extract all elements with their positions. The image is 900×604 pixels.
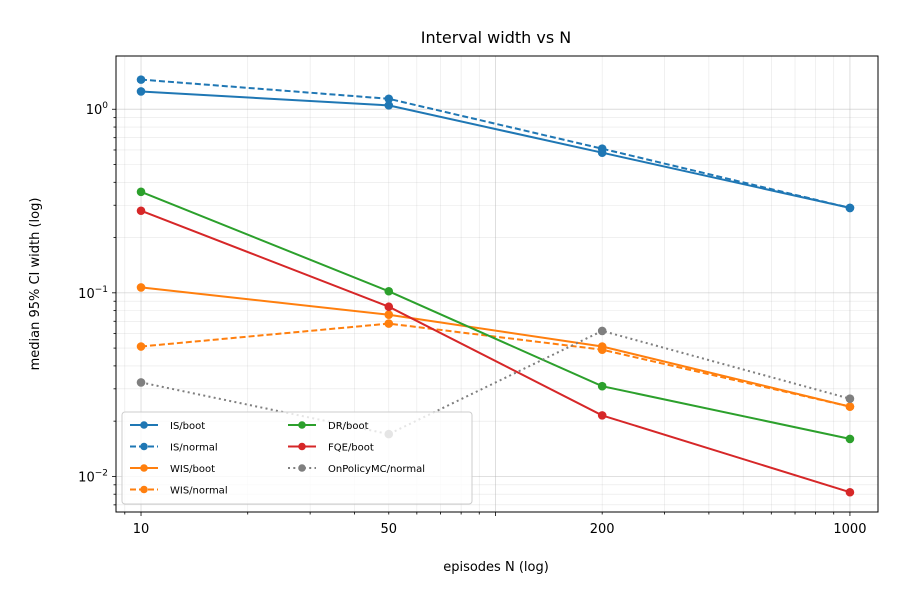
legend-entry: OnPolicyMC/normal — [288, 464, 425, 475]
legend-marker — [298, 421, 306, 429]
data-point — [136, 283, 146, 292]
data-point — [597, 144, 607, 153]
legend-entry: DR/boot — [288, 421, 369, 432]
series-line — [140, 190, 851, 440]
data-point — [136, 342, 146, 351]
legend-label: DR/boot — [328, 421, 369, 432]
legend-label: WIS/boot — [170, 464, 215, 475]
grid — [116, 56, 878, 512]
legend-marker — [140, 442, 148, 451]
series-line — [140, 329, 851, 436]
y-tick-label: 100 — [86, 101, 109, 118]
x-axis-label: episodes N (log) — [443, 560, 549, 575]
series-line — [140, 286, 851, 408]
data-point — [845, 434, 855, 444]
legend-box — [121, 411, 473, 505]
data-point — [136, 75, 146, 84]
legend: IS/boot IS/normal WIS/boot WIS/normal DR/boo… — [121, 411, 473, 505]
data-point — [384, 101, 394, 110]
data-point — [384, 310, 394, 320]
x-tick-label: 50 — [380, 522, 397, 537]
x-tick-label: 200 — [590, 522, 615, 537]
data-point — [384, 286, 394, 296]
data-point — [597, 411, 607, 420]
data-point — [597, 326, 607, 336]
legend-marker — [298, 464, 306, 472]
series-line — [140, 322, 851, 408]
series-line — [140, 78, 851, 209]
series-is-normal — [136, 75, 855, 213]
y-tick-label: 10−2 — [78, 468, 108, 485]
data-point — [136, 187, 146, 197]
legend-entry: IS/normal — [130, 443, 218, 454]
series-line — [140, 90, 851, 209]
data-point — [384, 302, 394, 312]
legend-label: IS/normal — [170, 443, 218, 454]
data-point — [384, 94, 394, 104]
legend-marker — [140, 464, 148, 472]
chart-title: Interval width vs N — [421, 28, 571, 47]
legend-label: FQE/boot — [328, 443, 374, 454]
data-point — [136, 378, 146, 387]
x-tick-label: 10 — [133, 522, 150, 537]
data-point — [384, 319, 394, 328]
legend-label: IS/boot — [170, 421, 205, 432]
ticks: 10 50 200 1000 100 10−1 10−2 — [78, 101, 866, 537]
legend-marker — [298, 442, 306, 451]
data-point — [845, 394, 855, 404]
data-point — [845, 203, 855, 213]
data-point — [845, 487, 855, 497]
y-tick-label: 10−1 — [78, 285, 108, 302]
legend-entry: FQE/boot — [288, 443, 374, 454]
series-wis-normal — [136, 319, 855, 411]
legend-label: WIS/normal — [170, 486, 228, 497]
legend-marker — [140, 421, 148, 429]
legend-entry: IS/boot — [130, 421, 205, 432]
data-point — [136, 206, 146, 216]
data-point — [597, 345, 607, 355]
y-axis-label: median 95% CI width (log) — [28, 198, 43, 371]
legend-entry: WIS/normal — [130, 486, 228, 497]
plot-frame — [115, 55, 879, 513]
series-fqe-boot — [136, 206, 855, 497]
x-tick-label: 1000 — [833, 522, 866, 537]
legend-label: OnPolicyMC/normal — [328, 464, 425, 475]
data-point — [136, 87, 146, 96]
series-dr-boot — [136, 187, 855, 444]
legend-marker — [140, 485, 148, 494]
data-point — [597, 381, 607, 391]
series-line — [140, 209, 851, 494]
data-point — [845, 402, 855, 411]
series-layer — [136, 75, 855, 497]
legend-entry: WIS/boot — [130, 464, 215, 475]
